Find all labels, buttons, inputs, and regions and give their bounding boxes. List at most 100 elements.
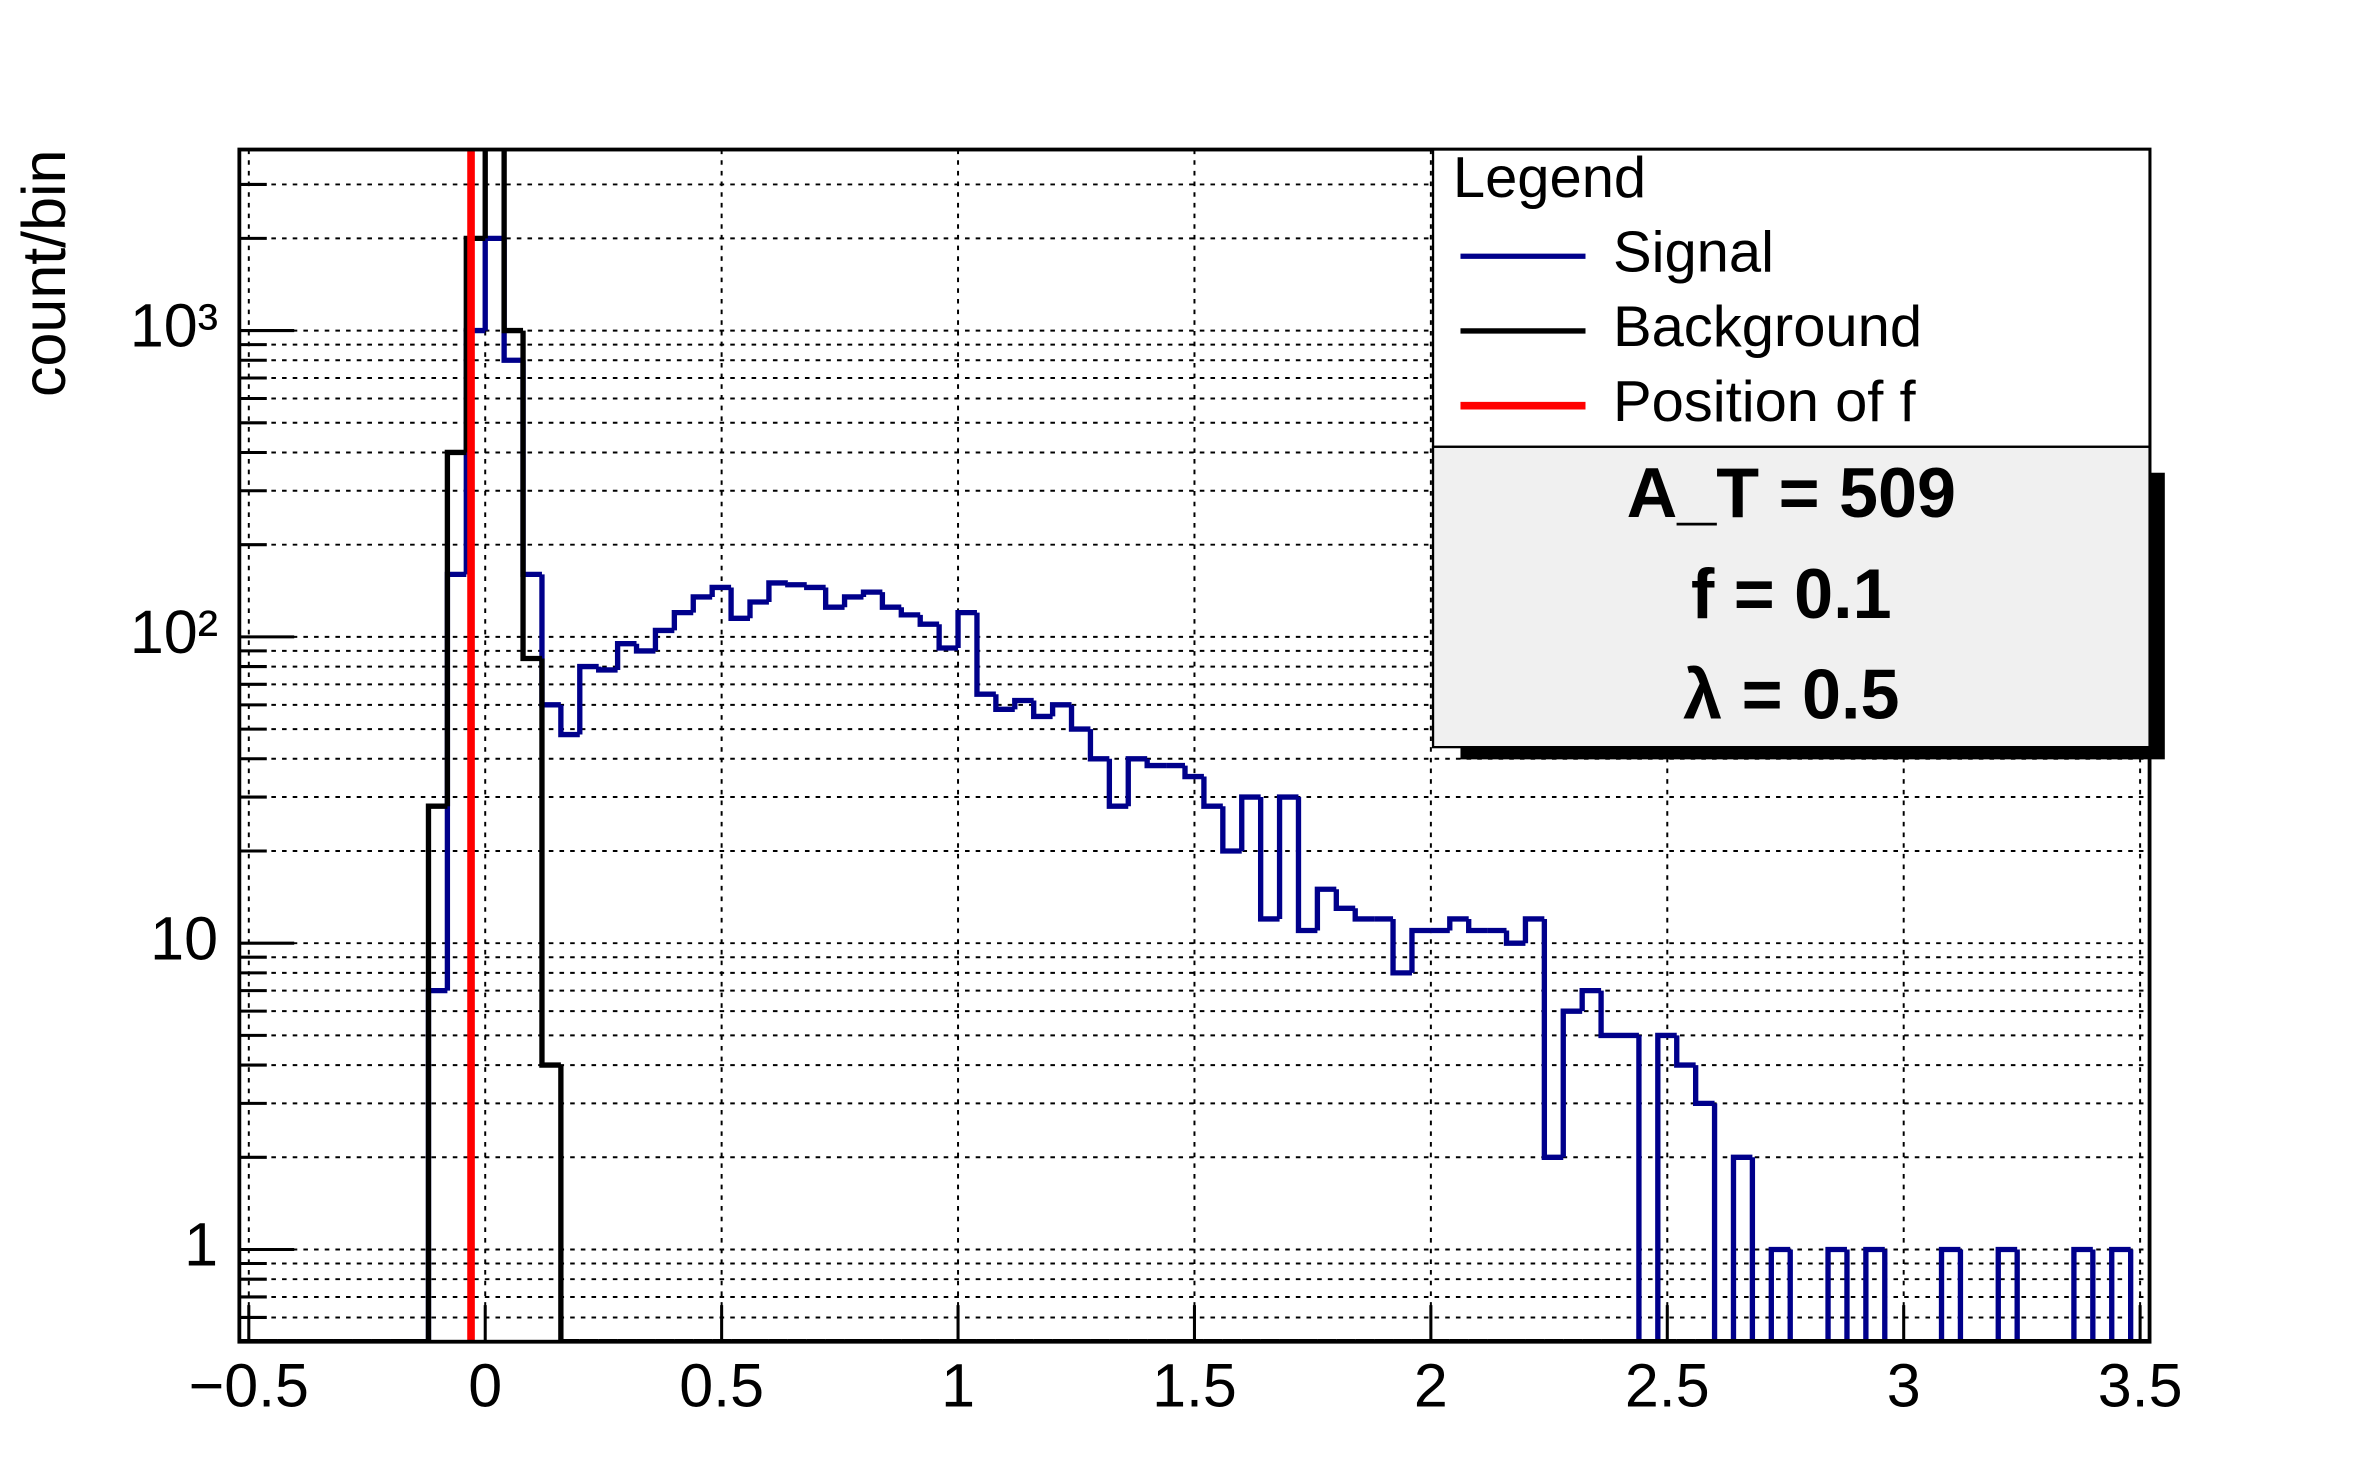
histogram-bin <box>728 587 751 621</box>
legend: Signal Background Position of f <box>1460 221 1922 434</box>
histogram-bin <box>822 587 845 610</box>
histogram-bin <box>1257 797 1280 922</box>
histogram-bin <box>2071 1246 2093 1342</box>
histogram-bin <box>1144 758 1167 769</box>
histogram-bin <box>936 624 959 651</box>
histogram-bin <box>482 149 488 239</box>
histogram-bin <box>539 658 561 1068</box>
histogram-bin <box>974 612 996 697</box>
histogram-bin <box>463 235 486 453</box>
histogram-bin <box>1012 697 1034 710</box>
histogram-bin <box>444 449 467 807</box>
x-tick-label: 2 <box>1414 1352 1448 1420</box>
histogram-bin <box>501 149 524 334</box>
histogram-bin <box>652 627 675 651</box>
histogram-bin <box>1863 1246 1885 1342</box>
histogram-bin <box>1711 1103 1734 1342</box>
histogram-bin <box>785 582 807 588</box>
histogram-bin <box>1220 806 1242 854</box>
legend-box <box>1431 148 2151 448</box>
x-tick-label: 0 <box>468 1352 502 1420</box>
legend-label: Position of f <box>1613 370 1917 434</box>
histogram-bin <box>1787 1249 1810 1342</box>
histogram-bin <box>1768 1246 1791 1342</box>
y-tick-label: 1 <box>184 1211 218 1279</box>
x-tick-label: −0.5 <box>189 1352 309 1420</box>
histogram-bin <box>747 599 769 619</box>
histogram-bin <box>879 592 902 610</box>
histogram-bin <box>1447 916 1469 931</box>
histogram-bin <box>1598 990 1620 1039</box>
histogram-bin <box>1068 704 1091 732</box>
stats-box <box>1431 445 2151 749</box>
histogram-bin <box>596 666 618 673</box>
histogram-bin <box>671 609 694 631</box>
histogram-bin <box>1825 1246 1847 1342</box>
legend-label: Signal <box>1613 221 1774 285</box>
x-tick-label: 1 <box>941 1352 975 1420</box>
histogram-bin <box>1031 700 1053 720</box>
y-tick-label: 10² <box>130 598 218 666</box>
histogram-bin <box>1333 889 1356 911</box>
histogram-bin <box>558 704 580 738</box>
annotation: λ = 0.5 <box>1683 655 1899 733</box>
histogram-bin <box>1182 765 1204 780</box>
histogram-bin <box>1087 729 1110 762</box>
histogram-bin <box>1844 1249 1866 1342</box>
histogram-bin <box>425 803 448 1342</box>
x-tick-label: 3.5 <box>2098 1352 2183 1420</box>
histogram-bin <box>2014 1249 2037 1342</box>
histogram-bin <box>1295 797 1318 934</box>
histogram-bin <box>1239 794 1261 851</box>
histogram-bin <box>1560 1008 1583 1158</box>
histogram-bin <box>1692 1065 1715 1107</box>
histogram-bin <box>1201 776 1223 809</box>
histogram-bin <box>1276 794 1299 919</box>
histogram-bin <box>917 614 940 627</box>
histogram-bin <box>841 594 864 608</box>
histogram-bin <box>690 594 713 613</box>
histogram-bin <box>709 584 732 597</box>
histogram-bin <box>993 694 1015 713</box>
x-tick-label: 1.5 <box>1152 1352 1237 1420</box>
y-tick-label: 10³ <box>130 292 218 360</box>
histogram-bin <box>614 641 637 670</box>
x-tick-label: 3 <box>1887 1352 1921 1420</box>
histogram-bin <box>1674 1035 1696 1068</box>
histogram-bin <box>520 330 542 662</box>
stats: A_T = 509 f = 0.1 λ = 0.5 <box>1627 454 1956 733</box>
y-tick-label: 10 <box>150 904 218 972</box>
legend-title: Legend <box>1453 146 1646 210</box>
histogram-bin <box>1503 930 1526 946</box>
histogram-bin <box>1749 1157 1772 1342</box>
histogram-bin <box>1352 908 1375 922</box>
axes: −0.5 0 0.5 1 1.5 2 2.5 3 3.5 1 10 10² 10³ <box>130 182 2183 1420</box>
histogram-bin <box>804 584 826 591</box>
histogram-bin <box>1390 918 1412 976</box>
histogram-bin <box>1957 1249 1980 1342</box>
x-tick-label: 2.5 <box>1625 1352 1710 1420</box>
histogram-bin <box>1541 918 1564 1160</box>
histogram-bin <box>2127 1249 2150 1342</box>
annotation: A_T = 509 <box>1627 454 1956 532</box>
histogram-bin <box>2090 1249 2112 1342</box>
histogram-bin <box>1049 702 1072 717</box>
histogram-bin <box>1938 1246 1961 1342</box>
annotation: f = 0.1 <box>1691 555 1892 633</box>
histogram-bin <box>577 663 599 735</box>
histogram-bin <box>898 607 921 618</box>
legend-label: Background <box>1613 295 1922 359</box>
histogram-bin <box>633 643 656 654</box>
histogram-bin <box>1579 987 1602 1012</box>
histogram-bin <box>1995 1246 2018 1342</box>
histogram-bin <box>1636 1035 1658 1342</box>
histogram-bin <box>766 580 788 602</box>
histogram-bin <box>1106 758 1129 809</box>
y-axis-label: count/bin <box>10 150 78 397</box>
histogram-bin <box>2109 1246 2131 1342</box>
histogram-bin <box>1882 1249 1904 1342</box>
histogram-bin <box>860 589 883 597</box>
histogram-bin <box>558 1065 580 1342</box>
histogram-bin <box>1125 756 1148 807</box>
